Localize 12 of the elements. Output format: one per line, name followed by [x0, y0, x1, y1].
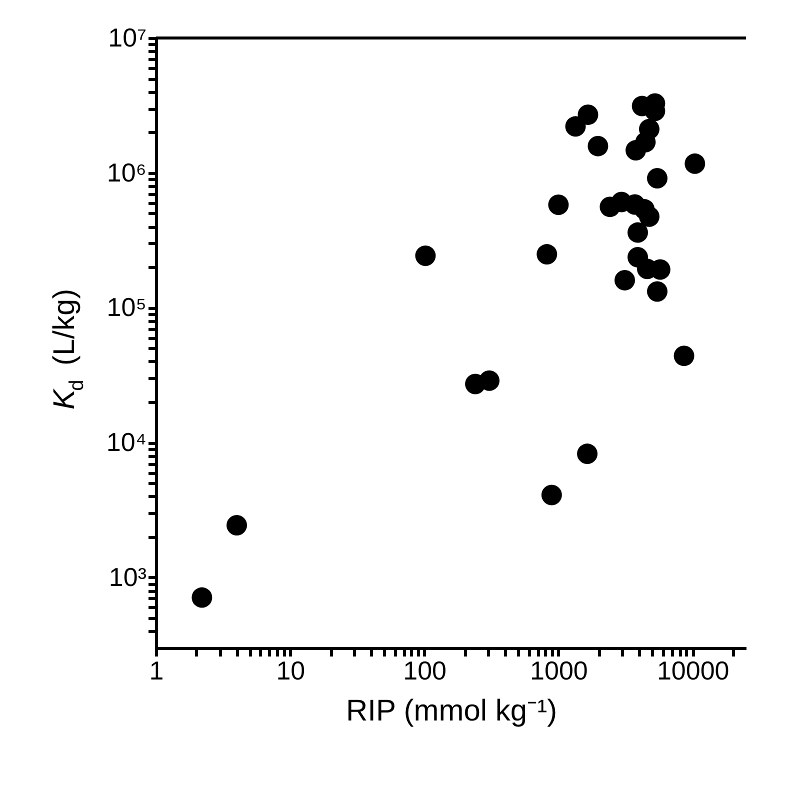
x-tick-label: 10	[276, 656, 306, 686]
y-tick-label: 10⁴	[106, 427, 146, 458]
x-axis-title: RIP (mmol kg⁻¹)	[346, 694, 558, 728]
y-tick-label: 10⁵	[106, 292, 146, 322]
x-tick-label: 100	[403, 656, 447, 686]
y-axis-title: Kd (L/kg)	[48, 288, 88, 410]
y-tick-label: 10⁷	[108, 22, 146, 52]
y-tick-label: 10³	[108, 562, 147, 592]
x-tick-label: 1	[149, 656, 164, 686]
x-tick-label: 1000	[530, 656, 588, 686]
y-tick-label: 10⁶	[106, 157, 146, 188]
x-tick-label: 10000	[656, 656, 730, 686]
